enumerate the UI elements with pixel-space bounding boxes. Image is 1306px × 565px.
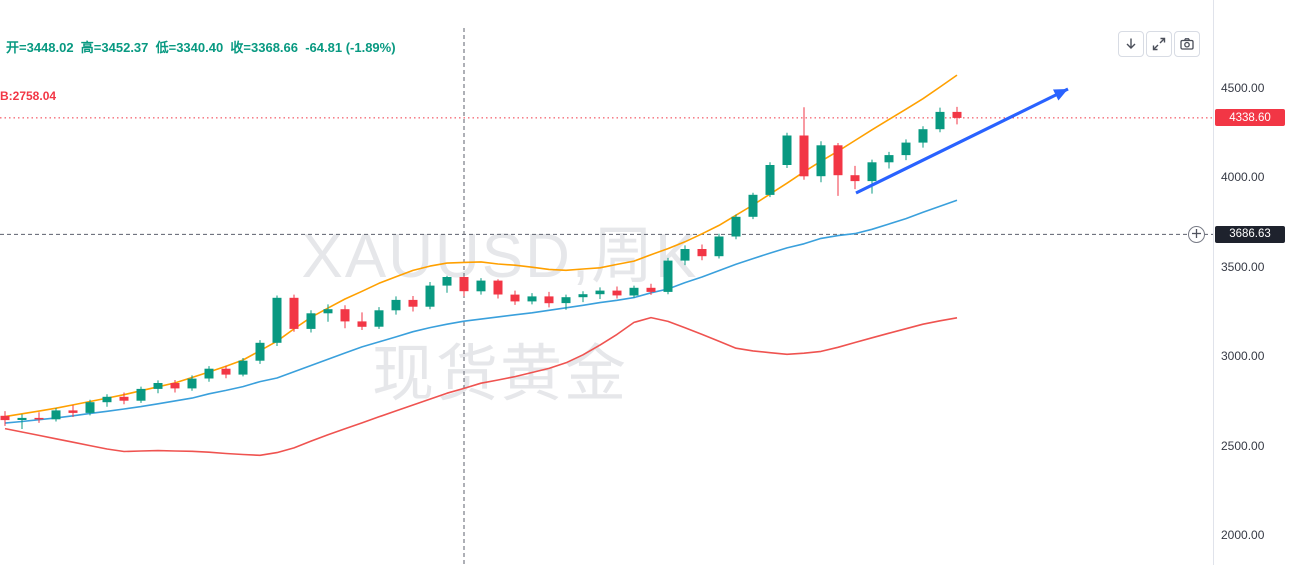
crosshair-plus-icon bbox=[1191, 227, 1202, 242]
candle bbox=[850, 165, 860, 190]
candle bbox=[374, 307, 384, 329]
candle bbox=[68, 405, 78, 417]
candle bbox=[459, 276, 469, 297]
ma-line-lower-band bbox=[4, 316, 958, 457]
candle bbox=[170, 380, 180, 393]
add-alert-button[interactable] bbox=[1188, 225, 1205, 243]
candle bbox=[952, 106, 962, 125]
axis-label: 3000.00 bbox=[1221, 349, 1265, 364]
ma-line-upper-band bbox=[4, 74, 958, 418]
candle bbox=[935, 107, 945, 133]
candle bbox=[714, 233, 724, 259]
screenshot-button[interactable] bbox=[1174, 31, 1200, 57]
arrow-down-icon bbox=[1123, 36, 1139, 52]
candle bbox=[816, 141, 826, 183]
candle bbox=[510, 290, 520, 305]
candle bbox=[425, 282, 435, 310]
candle bbox=[306, 310, 316, 333]
candle bbox=[833, 143, 843, 196]
candle bbox=[867, 159, 877, 194]
ohlc-legend: 开=3448.02 高=3452.37 低=3340.40 收=3368.66 … bbox=[6, 40, 396, 55]
candle bbox=[731, 214, 741, 240]
candle bbox=[408, 296, 418, 312]
axis-label: 2500.00 bbox=[1221, 438, 1265, 453]
candle bbox=[340, 305, 350, 329]
candle bbox=[765, 162, 775, 198]
candle bbox=[119, 392, 129, 405]
candle bbox=[578, 291, 588, 303]
candle bbox=[663, 257, 673, 295]
axis-label: 3500.00 bbox=[1221, 259, 1265, 274]
candle bbox=[918, 126, 928, 148]
candle bbox=[697, 244, 707, 261]
candle bbox=[0, 411, 10, 426]
candle bbox=[646, 283, 656, 295]
chart-toolbar bbox=[1118, 31, 1200, 57]
ma-line-middle-band bbox=[4, 199, 958, 424]
maximize-button[interactable] bbox=[1146, 31, 1172, 57]
candle bbox=[476, 278, 486, 295]
candle bbox=[17, 414, 27, 429]
candle bbox=[255, 340, 265, 364]
candle bbox=[629, 285, 639, 298]
axis-label: 2000.00 bbox=[1221, 527, 1265, 542]
axis-label: 4500.00 bbox=[1221, 81, 1265, 95]
candle bbox=[493, 279, 503, 299]
candle bbox=[357, 312, 367, 330]
candle bbox=[289, 294, 299, 332]
candle bbox=[136, 386, 146, 403]
crosshair-price-badge: 3686.63 bbox=[1215, 225, 1285, 243]
candle bbox=[204, 366, 214, 382]
candle bbox=[748, 192, 758, 220]
candle bbox=[544, 291, 554, 308]
indicator-value-label: B:2758.04 bbox=[0, 89, 57, 103]
candle bbox=[187, 375, 197, 391]
candle bbox=[51, 408, 61, 422]
candle bbox=[221, 365, 231, 379]
chart-panel[interactable]: XAUUSD,周K 现货黄金 开=3448.02 高=3452.37 低=334… bbox=[0, 0, 1213, 565]
candle bbox=[901, 139, 911, 161]
candle bbox=[272, 295, 282, 346]
candle bbox=[884, 151, 894, 169]
candle bbox=[595, 287, 605, 299]
candle bbox=[323, 304, 333, 322]
candle bbox=[680, 245, 690, 266]
candle bbox=[442, 275, 452, 293]
candle bbox=[561, 294, 571, 310]
candle bbox=[799, 107, 809, 180]
last-price-badge: 4338.60 bbox=[1215, 109, 1285, 127]
candle bbox=[612, 286, 622, 299]
price-chart-svg[interactable] bbox=[0, 0, 1213, 565]
camera-icon bbox=[1179, 36, 1195, 52]
candle bbox=[34, 412, 44, 423]
candle bbox=[153, 380, 163, 394]
candle bbox=[782, 132, 792, 168]
axis-label: 4000.00 bbox=[1221, 170, 1265, 185]
trend-arrow-annotation[interactable] bbox=[855, 87, 1069, 195]
scroll-to-recent-button[interactable] bbox=[1118, 31, 1144, 57]
candle bbox=[527, 293, 537, 305]
candle bbox=[391, 296, 401, 315]
candle bbox=[102, 394, 112, 407]
candle bbox=[238, 358, 248, 377]
candle bbox=[85, 399, 95, 416]
expand-arrows-icon bbox=[1151, 36, 1167, 52]
price-axis[interactable]: 4338.60 3686.63 4500.00 4000.00 3500.00 300… bbox=[1213, 0, 1306, 565]
